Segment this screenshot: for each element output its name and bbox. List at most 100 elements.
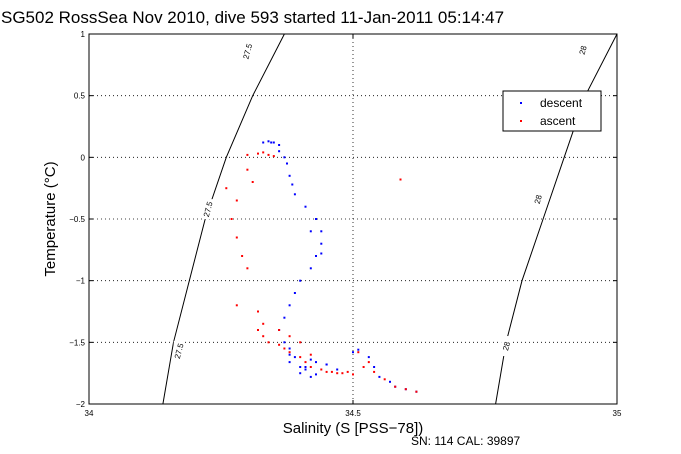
descent-point-4 bbox=[278, 144, 281, 146]
y-tick-label-1: 0.5 bbox=[74, 92, 86, 101]
ascent-point-39 bbox=[325, 370, 328, 373]
legend: descent ascent bbox=[502, 90, 602, 132]
legend-box bbox=[502, 90, 602, 132]
descent-point-44 bbox=[315, 361, 317, 364]
descent-point-7 bbox=[286, 162, 288, 165]
data-points bbox=[225, 140, 418, 393]
descent-point-17 bbox=[299, 279, 302, 282]
ascent-point-42 bbox=[357, 351, 360, 354]
descent-point-36 bbox=[373, 366, 376, 368]
descent-point-33 bbox=[352, 351, 354, 354]
ascent-point-17 bbox=[262, 335, 265, 338]
ascent-point-18 bbox=[267, 341, 270, 344]
ascent-point-0 bbox=[246, 153, 249, 156]
descent-point-24 bbox=[288, 353, 291, 356]
x-tick-label-0: 34 bbox=[85, 409, 94, 418]
ascent-point-21 bbox=[288, 351, 291, 354]
ascent-point-38 bbox=[309, 353, 312, 356]
descent-point-11 bbox=[304, 205, 307, 208]
descent-point-13 bbox=[320, 230, 323, 233]
descent-point-0 bbox=[262, 141, 265, 144]
descent-point-28 bbox=[304, 368, 307, 371]
y-axis-ticks: 1 0.5 0 −0.5 −1 −1.5 −2 bbox=[69, 30, 617, 409]
ascent-point-43 bbox=[367, 361, 370, 364]
contour-label-bg-0-0 bbox=[173, 340, 184, 361]
ascent-point-9 bbox=[230, 218, 233, 220]
ascent-point-13 bbox=[235, 304, 238, 307]
y-tick-label-6: −2 bbox=[76, 400, 86, 409]
ascent-point-24 bbox=[309, 366, 312, 368]
ascent-point-34 bbox=[415, 390, 418, 393]
ascent-point-31 bbox=[383, 378, 386, 381]
descent-point-29 bbox=[299, 372, 302, 375]
contour-label-1-1: 28 bbox=[533, 193, 544, 204]
ascent-point-41 bbox=[346, 370, 349, 373]
contour-label-0-0: 27.5 bbox=[173, 342, 186, 360]
ascent-point-1 bbox=[257, 152, 259, 155]
ascent-point-23 bbox=[304, 361, 307, 364]
descent-point-10 bbox=[293, 193, 296, 196]
serial-calibration-note: SN: 114 CAL: 39897 bbox=[411, 434, 521, 448]
ascent-point-12 bbox=[246, 267, 249, 270]
ascent-point-33 bbox=[404, 388, 407, 391]
y-tick-label-3: −0.5 bbox=[69, 215, 85, 224]
x-tick-label-1: 34.5 bbox=[345, 409, 361, 418]
descent-point-45 bbox=[309, 358, 312, 361]
ascent-point-27 bbox=[341, 372, 344, 375]
ascent-point-28 bbox=[352, 373, 354, 376]
contour-label-0-1: 27.5 bbox=[202, 200, 215, 218]
plot-area: 27.5 27.5 27.5 28 28 28 34 34.5 35 1 0.5 0 −0.5 −1 −… bbox=[69, 30, 622, 418]
y-tick-label-4: −1 bbox=[76, 277, 86, 286]
descent-point-25 bbox=[293, 356, 296, 359]
descent-point-12 bbox=[315, 218, 317, 220]
descent-point-8 bbox=[288, 174, 291, 177]
descent-point-15 bbox=[315, 255, 317, 257]
legend-marker-descent bbox=[520, 102, 522, 104]
legend-label-ascent: ascent bbox=[540, 114, 576, 128]
descent-point-46 bbox=[304, 366, 307, 368]
descent-point-23 bbox=[288, 347, 291, 350]
ascent-point-19 bbox=[278, 343, 281, 346]
x-axis-ticks: 34 34.5 35 bbox=[85, 34, 622, 418]
x-axis-label: Salinity (S [PSS−78]) bbox=[283, 420, 423, 437]
contour-label-bg-1-1 bbox=[532, 189, 543, 210]
ascent-point-15 bbox=[262, 322, 265, 325]
ascent-point-30 bbox=[373, 370, 376, 373]
descent-point-27 bbox=[299, 366, 302, 368]
ascent-point-6 bbox=[251, 181, 254, 183]
ascent-point-25 bbox=[320, 368, 323, 371]
ascent-point-4 bbox=[272, 155, 275, 158]
contour-label-1-2: 28 bbox=[578, 44, 589, 55]
descent-point-48 bbox=[309, 230, 312, 233]
legend-marker-ascent bbox=[520, 120, 522, 122]
ascent-point-26 bbox=[330, 370, 333, 373]
contour-label-bg-1-0 bbox=[501, 336, 512, 357]
y-axis-label: Temperature (°C) bbox=[42, 161, 59, 276]
ascent-point-2 bbox=[262, 151, 265, 154]
x-tick-label-2: 35 bbox=[613, 409, 622, 418]
descent-point-19 bbox=[288, 304, 291, 307]
ascent-point-7 bbox=[225, 187, 228, 190]
descent-point-22 bbox=[283, 341, 286, 344]
descent-point-1 bbox=[267, 140, 270, 143]
contour-label-bg-0-2 bbox=[242, 41, 253, 62]
descent-point-42 bbox=[336, 368, 339, 371]
descent-point-43 bbox=[325, 363, 328, 366]
ascent-point-36 bbox=[288, 335, 291, 338]
y-tick-label-0: 1 bbox=[81, 30, 86, 39]
ascent-point-22 bbox=[299, 356, 302, 359]
ascent-point-3 bbox=[267, 153, 270, 156]
y-tick-label-5: −1.5 bbox=[69, 338, 85, 347]
ascent-point-35 bbox=[278, 329, 281, 331]
descent-point-2 bbox=[270, 141, 273, 144]
ascent-point-29 bbox=[362, 366, 365, 368]
contour-label-bg-0-1 bbox=[202, 199, 213, 220]
ascent-point-8 bbox=[235, 199, 238, 202]
y-tick-label-2: 0 bbox=[81, 153, 86, 162]
ascent-point-40 bbox=[336, 372, 339, 375]
descent-point-16 bbox=[309, 267, 312, 270]
contour-label-0-2: 27.5 bbox=[242, 42, 255, 60]
descent-point-37 bbox=[378, 375, 381, 378]
ascent-point-20 bbox=[283, 347, 286, 350]
descent-point-35 bbox=[367, 356, 370, 359]
